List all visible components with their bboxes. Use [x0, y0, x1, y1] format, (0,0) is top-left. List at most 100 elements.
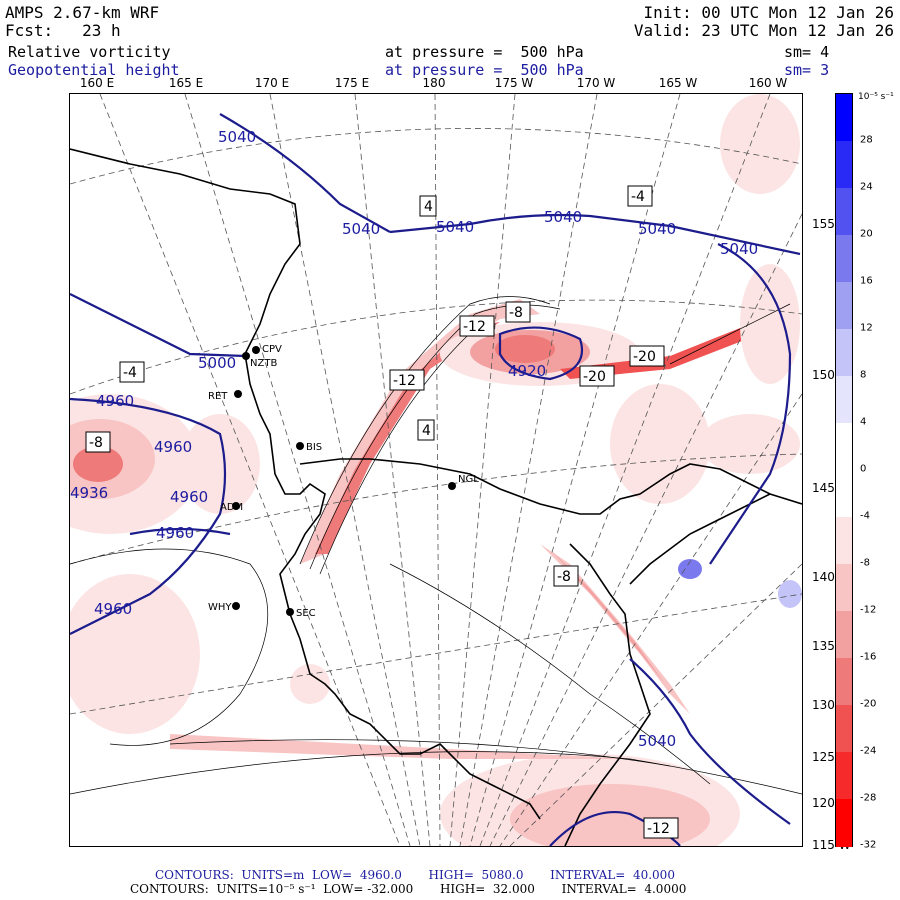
svg-text:4: 4 — [424, 199, 433, 215]
vorticity-labels: 4 4 -4 -4 -8 -12 -8 -12 -20 -20 -8 -12 — [85, 185, 679, 839]
colorbar-tick-label: -28 — [860, 792, 877, 804]
colorbar-segment — [836, 611, 852, 659]
field2-level: at pressure = 500 hPa — [385, 61, 584, 79]
station-label: RET — [208, 391, 228, 402]
colorbar-segment — [836, 235, 852, 283]
map-canvas: CPV NZTB RET BIS ADM NGL WHY SEC 5040 50… — [70, 94, 802, 846]
height-label: 4936 — [70, 484, 108, 502]
colorbar-tick-label: -4 — [860, 510, 870, 522]
vorticity-contours — [70, 296, 802, 795]
colorbar-tick-label: -20 — [860, 698, 877, 710]
svg-text:-12: -12 — [463, 319, 486, 335]
vorticity-label: -8 — [553, 565, 579, 587]
vorticity-label: -8 — [505, 301, 531, 323]
height-label: 4960 — [96, 392, 134, 410]
station-label: NGL — [458, 474, 479, 485]
svg-text:-20: -20 — [633, 349, 656, 365]
lon-label: 175 W — [494, 76, 534, 90]
lon-label: 165 E — [168, 76, 204, 90]
colorbar-segment — [836, 658, 852, 706]
colorbar-segment — [836, 94, 852, 142]
vorticity-label: -12 — [459, 315, 495, 337]
height-label: 5040 — [544, 208, 582, 226]
lon-label: 165 W — [658, 76, 698, 90]
colorbar-segment — [836, 470, 852, 518]
svg-text:4: 4 — [422, 423, 431, 439]
station-label: BIS — [306, 442, 322, 453]
station-label: CPV — [262, 344, 282, 355]
init-time: Init: 00 UTC Mon 12 Jan 26 — [643, 3, 894, 22]
colorbar-segment — [836, 799, 852, 847]
field2-smoothing: sm= 3 — [784, 61, 830, 79]
field1-smoothing: sm= 4 — [784, 43, 830, 61]
station-markers — [232, 346, 456, 616]
colorbar-tick-label: 24 — [860, 181, 873, 193]
colorbar-tick-label: 20 — [860, 228, 873, 240]
colorbar-segment — [836, 752, 852, 800]
colorbar-tick-label: 8 — [860, 369, 867, 381]
svg-text:-8: -8 — [557, 569, 571, 585]
colorbar-segment — [836, 376, 852, 424]
colorbar-tick-label: -32 — [860, 839, 877, 851]
svg-text:-12: -12 — [647, 821, 670, 837]
station-label: SEC — [296, 608, 316, 619]
colorbar-segment — [836, 329, 852, 377]
lon-label: 160 W — [748, 76, 788, 90]
lon-label: 170 W — [576, 76, 616, 90]
vorticity-contour-info: CONTOURS: UNITS=10⁻⁵ s⁻¹ LOW= -32.000 HI… — [130, 882, 687, 896]
vorticity-label: -12 — [389, 369, 425, 391]
vorticity-label: -8 — [85, 431, 111, 453]
colorbar-segment — [836, 188, 852, 236]
colorbar-tick-label: -12 — [860, 604, 877, 616]
height-label: 5040 — [342, 220, 380, 238]
colorbar-tick-label: -8 — [860, 557, 870, 569]
colorbar — [835, 93, 853, 847]
colorbar-segment — [836, 141, 852, 189]
height-label: 4920 — [508, 362, 546, 380]
lon-label: 175 E — [334, 76, 370, 90]
height-label: 4960 — [170, 488, 208, 506]
height-label: 5040 — [218, 128, 256, 146]
svg-text:-8: -8 — [89, 435, 103, 451]
height-contour-info: CONTOURS: UNITS=m LOW= 4960.0 HIGH= 5080… — [155, 868, 675, 882]
vorticity-label: 4 — [419, 195, 437, 217]
map-panel: CPV NZTB RET BIS ADM NGL WHY SEC 5040 50… — [69, 93, 803, 847]
vorticity-label: -12 — [643, 817, 679, 839]
station-label: ADM — [220, 502, 243, 513]
height-label: 4960 — [154, 438, 192, 456]
field2-name: Geopotential height — [8, 61, 180, 79]
height-labels: 5040 5040 5040 5040 5040 5040 5040 5000 … — [70, 128, 758, 750]
height-label: 5000 — [198, 354, 236, 372]
svg-text:-4: -4 — [631, 189, 645, 205]
colorbar-tick-label: 0 — [860, 463, 867, 475]
svg-text:-4: -4 — [123, 365, 137, 381]
colorbar-segment — [836, 705, 852, 753]
colorbar-tick-label: 4 — [860, 416, 867, 428]
svg-text:-20: -20 — [583, 369, 606, 385]
valid-time: Valid: 23 UTC Mon 12 Jan 26 — [633, 21, 894, 40]
colorbar-segment — [836, 564, 852, 612]
colorbar-tick-label: 12 — [860, 322, 873, 334]
vorticity-label: -4 — [627, 185, 653, 207]
height-label: 5040 — [638, 732, 676, 750]
station-label: WHY — [208, 602, 232, 613]
colorbar-tick-label: 16 — [860, 275, 873, 287]
field1-name: Relative vorticity — [8, 43, 171, 61]
lon-label: 170 E — [254, 76, 290, 90]
model-title: AMPS 2.67-km WRF — [5, 3, 160, 22]
height-label: 4960 — [94, 600, 132, 618]
geopotential-contours — [70, 113, 801, 846]
svg-text:-12: -12 — [393, 373, 416, 389]
station-labels: CPV NZTB RET BIS ADM NGL WHY SEC — [208, 344, 479, 619]
station-label: NZTB — [250, 358, 277, 369]
svg-text:-8: -8 — [509, 305, 523, 321]
colorbar-segment — [836, 517, 852, 565]
vorticity-label: 4 — [417, 419, 435, 441]
vorticity-label: -4 — [119, 361, 145, 383]
forecast-hour: Fcst: 23 h — [5, 21, 121, 40]
colorbar-tick-label: 28 — [860, 134, 873, 146]
colorbar-tick-label: -24 — [860, 745, 877, 757]
colorbar-tick-label: -16 — [860, 651, 877, 663]
colorbar-units: 10⁻⁵ s⁻¹ — [858, 92, 894, 102]
colorbar-segment — [836, 423, 852, 471]
